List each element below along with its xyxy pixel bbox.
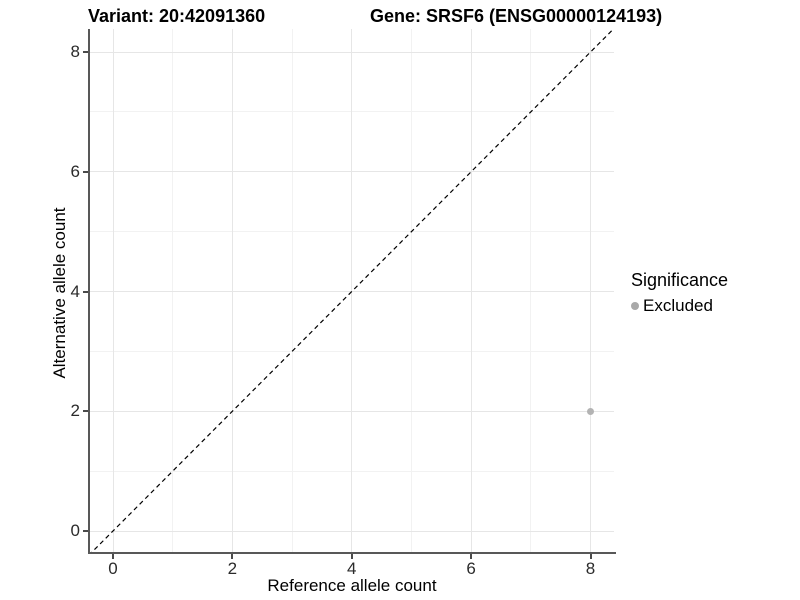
identity-line — [90, 29, 614, 553]
y-tick-mark — [83, 410, 88, 413]
y-tick-mark — [83, 170, 88, 173]
x-tick-mark — [112, 554, 114, 559]
gridline-y-major — [90, 410, 614, 412]
x-tick-label: 4 — [347, 559, 357, 578]
plot-title-gene: Gene: SRSF6 (ENSG00000124193) — [370, 6, 663, 26]
legend-item-label: Excluded — [643, 296, 713, 315]
y-tick-label: 2 — [70, 401, 80, 421]
plot-panel — [90, 29, 614, 553]
identity-line-layer — [90, 29, 614, 553]
x-tick-mark — [231, 554, 234, 559]
x-tick-label: 6 — [466, 559, 476, 578]
x-axis-title: Reference allele count — [267, 576, 437, 595]
data-point — [587, 407, 595, 415]
x-axis-line — [88, 552, 616, 554]
y-tick-mark — [83, 290, 88, 293]
plot-title-variant: Variant: 20:42091360 — [88, 6, 266, 26]
y-tick-mark — [83, 530, 88, 532]
legend-title: Significance — [631, 270, 729, 290]
y-axis-line — [88, 29, 90, 554]
x-tick-mark — [470, 554, 473, 559]
gridline-y-major — [90, 51, 614, 53]
x-tick-label: 8 — [585, 559, 596, 578]
gridline-y-major — [90, 171, 614, 173]
gridline-y-major — [90, 291, 614, 292]
x-tick-mark — [589, 554, 592, 559]
x-tick-label: 0 — [108, 559, 118, 578]
y-tick-label: 4 — [70, 281, 80, 301]
y-tick-label: 8 — [70, 42, 80, 61]
y-axis-title: Alternative allele count — [50, 207, 69, 379]
x-tick-label: 2 — [227, 559, 238, 578]
y-tick-mark — [83, 51, 88, 53]
legend-item-excluded: Excluded — [631, 296, 728, 316]
y-tick-label: 0 — [70, 521, 80, 540]
gridline-y-major — [90, 530, 614, 532]
x-tick-mark — [350, 554, 353, 559]
y-tick-label: 6 — [70, 161, 80, 181]
legend-point-icon — [631, 302, 639, 310]
legend: Significance Excluded — [631, 270, 728, 316]
